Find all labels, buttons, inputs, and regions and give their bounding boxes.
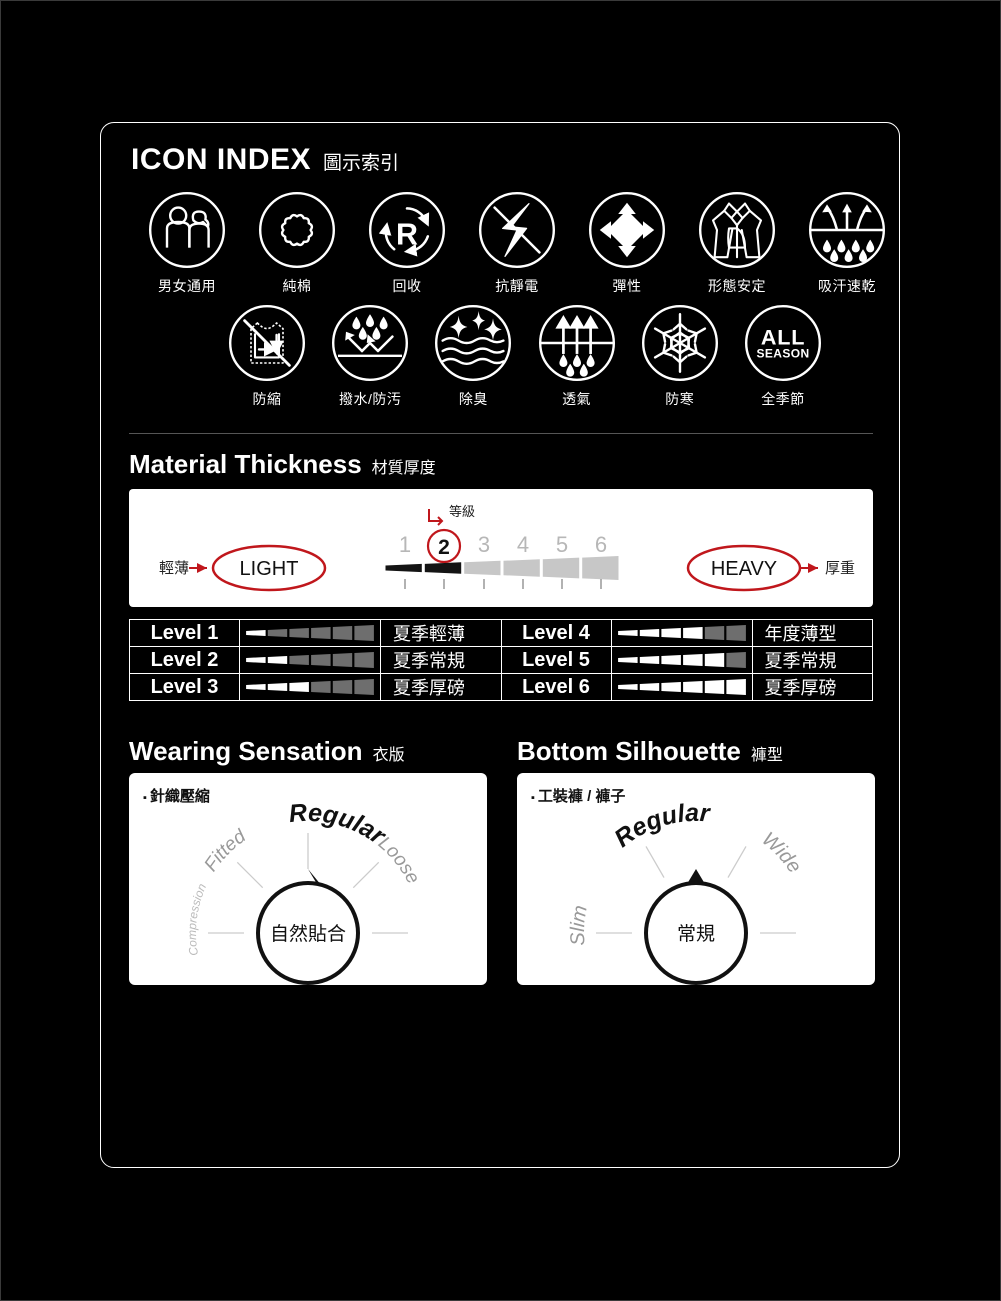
svg-text:Compression: Compression [185,881,209,957]
svg-text:HEAVY: HEAVY [711,558,777,580]
svg-text:Slim: Slim [567,904,592,946]
svg-text:Regular: Regular [609,799,712,853]
svg-text:2: 2 [438,536,450,559]
svg-text:LIGHT: LIGHT [240,558,299,580]
svg-text:等級: 等級 [449,504,475,519]
svg-text:SEASON: SEASON [756,346,809,360]
svg-text:Regular: Regular [288,799,392,851]
svg-text:4: 4 [517,532,529,557]
svg-text:R: R [396,217,418,251]
svg-text:5: 5 [556,532,568,557]
svg-text:6: 6 [595,532,607,557]
svg-text:Loose: Loose [374,833,423,888]
svg-text:3: 3 [478,532,490,557]
svg-text:輕薄: 輕薄 [159,560,189,577]
svg-text:自然貼合: 自然貼合 [270,923,346,945]
svg-text:Wide: Wide [758,828,806,877]
svg-text:常規: 常規 [677,923,715,945]
svg-text:厚重: 厚重 [825,560,855,577]
svg-text:1: 1 [399,532,411,557]
